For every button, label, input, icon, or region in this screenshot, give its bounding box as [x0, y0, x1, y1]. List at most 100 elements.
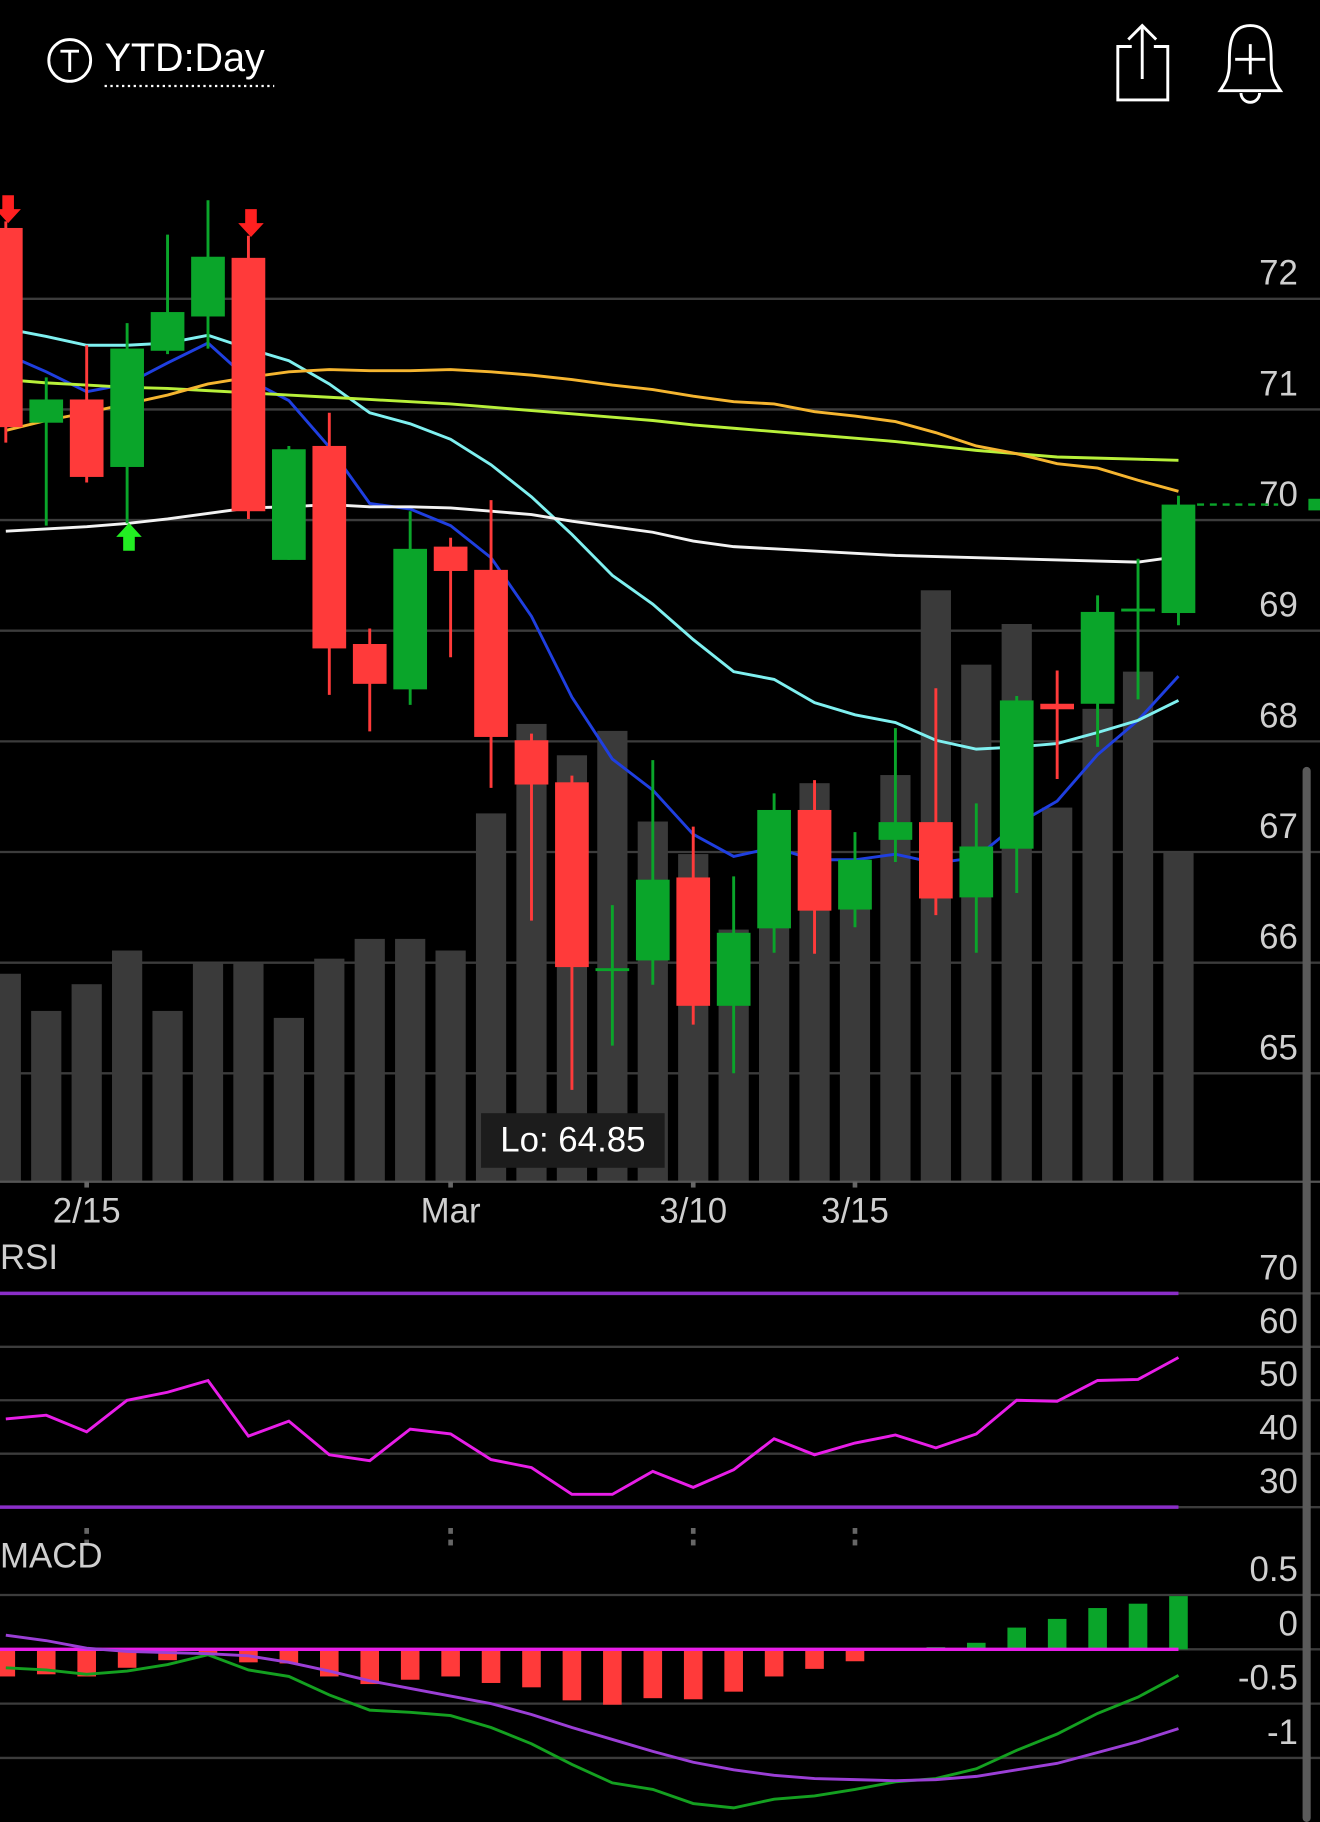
scrollbar[interactable] — [1302, 766, 1311, 1822]
x-tick-label: 3/15 — [821, 1191, 889, 1230]
candle-body — [474, 569, 508, 737]
volume-bar — [395, 938, 426, 1182]
candle-body — [393, 548, 428, 690]
volume-bar — [0, 973, 21, 1182]
histogram-bar — [522, 1649, 541, 1688]
histogram-bar — [603, 1649, 622, 1705]
candle-body — [352, 644, 387, 684]
y-tick-label: 71 — [1259, 364, 1298, 403]
histogram-bar — [805, 1649, 824, 1669]
histogram-bar — [1047, 1618, 1067, 1650]
candle-body — [878, 822, 913, 840]
candle-body — [69, 399, 104, 477]
y-tick-label: 70 — [1259, 475, 1298, 514]
candle-body — [0, 227, 23, 428]
low-label: Lo: 64.85 — [481, 1113, 665, 1168]
candle-body — [110, 348, 144, 467]
volume-bar — [112, 950, 143, 1182]
volume-bar — [435, 950, 466, 1182]
volume-bar — [1163, 852, 1194, 1182]
volume-bar — [1042, 807, 1073, 1182]
indicator-line — [5, 378, 1179, 462]
y-tick-label: 72 — [1259, 254, 1298, 293]
icon-glyph — [60, 49, 80, 73]
histogram-bar — [36, 1649, 56, 1675]
histogram-bar — [158, 1649, 177, 1661]
histogram-bar — [643, 1649, 663, 1699]
candle-body — [1161, 504, 1196, 614]
candle-body — [272, 449, 306, 560]
volume-bar — [233, 963, 264, 1182]
candle-body — [29, 399, 64, 423]
indicator-line — [5, 503, 1179, 564]
bell-clapper — [1239, 92, 1262, 104]
histogram-bar — [1007, 1627, 1027, 1650]
y-tick-label: -1 — [1267, 1713, 1298, 1752]
histogram-bar — [724, 1649, 743, 1692]
histogram-bar — [198, 1649, 218, 1654]
y-tick-label: 69 — [1259, 586, 1298, 625]
share-box — [1116, 45, 1170, 102]
volume-bar — [314, 958, 345, 1182]
histogram-bar — [562, 1649, 582, 1701]
volume-bar — [192, 963, 224, 1182]
candle-body — [838, 859, 872, 910]
candle-body — [514, 740, 549, 785]
x-tick-label: 2/15 — [53, 1191, 121, 1230]
y-tick-label: 67 — [1259, 807, 1298, 846]
histogram-bar — [966, 1642, 986, 1650]
indicator-line — [5, 1653, 1180, 1810]
alert-button[interactable] — [1217, 24, 1284, 104]
candle-body — [231, 257, 266, 512]
y-tick-label: 40 — [1259, 1409, 1298, 1448]
share-button[interactable] — [1116, 23, 1170, 102]
y-tick-label: 68 — [1259, 696, 1298, 735]
candle-body — [797, 809, 832, 911]
y-tick-label: 65 — [1259, 1028, 1298, 1067]
candle-body — [999, 700, 1034, 849]
volume-bar — [31, 1010, 62, 1182]
histogram-bar — [77, 1649, 96, 1677]
histogram-bar — [360, 1649, 380, 1685]
sell-arrow — [0, 195, 21, 224]
histogram-bar — [481, 1649, 501, 1683]
y-tick-label: -0.5 — [1238, 1659, 1298, 1698]
buy-arrow — [116, 522, 142, 551]
candle-body — [635, 879, 670, 961]
candle-body — [716, 932, 751, 1006]
histogram-bar — [400, 1649, 420, 1680]
histogram-bar — [764, 1649, 784, 1677]
range-icon[interactable] — [47, 38, 93, 83]
candle-body — [757, 809, 791, 929]
header: YTD:Day — [47, 23, 1284, 104]
bell-plus — [1235, 44, 1266, 75]
volume-bar — [152, 1010, 183, 1182]
y-tick-label: 0 — [1279, 1604, 1298, 1643]
y-tick-label: 66 — [1259, 918, 1298, 957]
y-tick-label: 0.5 — [1249, 1550, 1297, 1589]
candle-body — [676, 877, 711, 1006]
volume-bar — [354, 938, 385, 1182]
range-title[interactable]: YTD:Day — [105, 36, 265, 80]
bell — [1217, 24, 1284, 93]
x-tick-label: 3/10 — [659, 1191, 727, 1230]
candle-body — [150, 312, 185, 351]
panel-title: RSI — [0, 1238, 58, 1277]
volume-bar — [1082, 708, 1113, 1182]
x-tick-label: Mar — [421, 1191, 481, 1230]
indicator-line — [5, 1356, 1180, 1496]
candle-body — [312, 445, 347, 649]
indicator-line — [5, 327, 1180, 751]
volume-bar — [71, 984, 102, 1182]
candle-body — [191, 256, 225, 317]
share-arrow — [1127, 23, 1158, 80]
candle-body — [959, 846, 994, 898]
candle-body — [1121, 608, 1155, 612]
candle-body — [919, 822, 953, 899]
volume-bar — [273, 1017, 304, 1182]
indicator-line — [5, 368, 1179, 493]
candle-body — [595, 968, 630, 972]
histogram-bar — [0, 1649, 16, 1677]
icon-circle — [47, 38, 93, 83]
